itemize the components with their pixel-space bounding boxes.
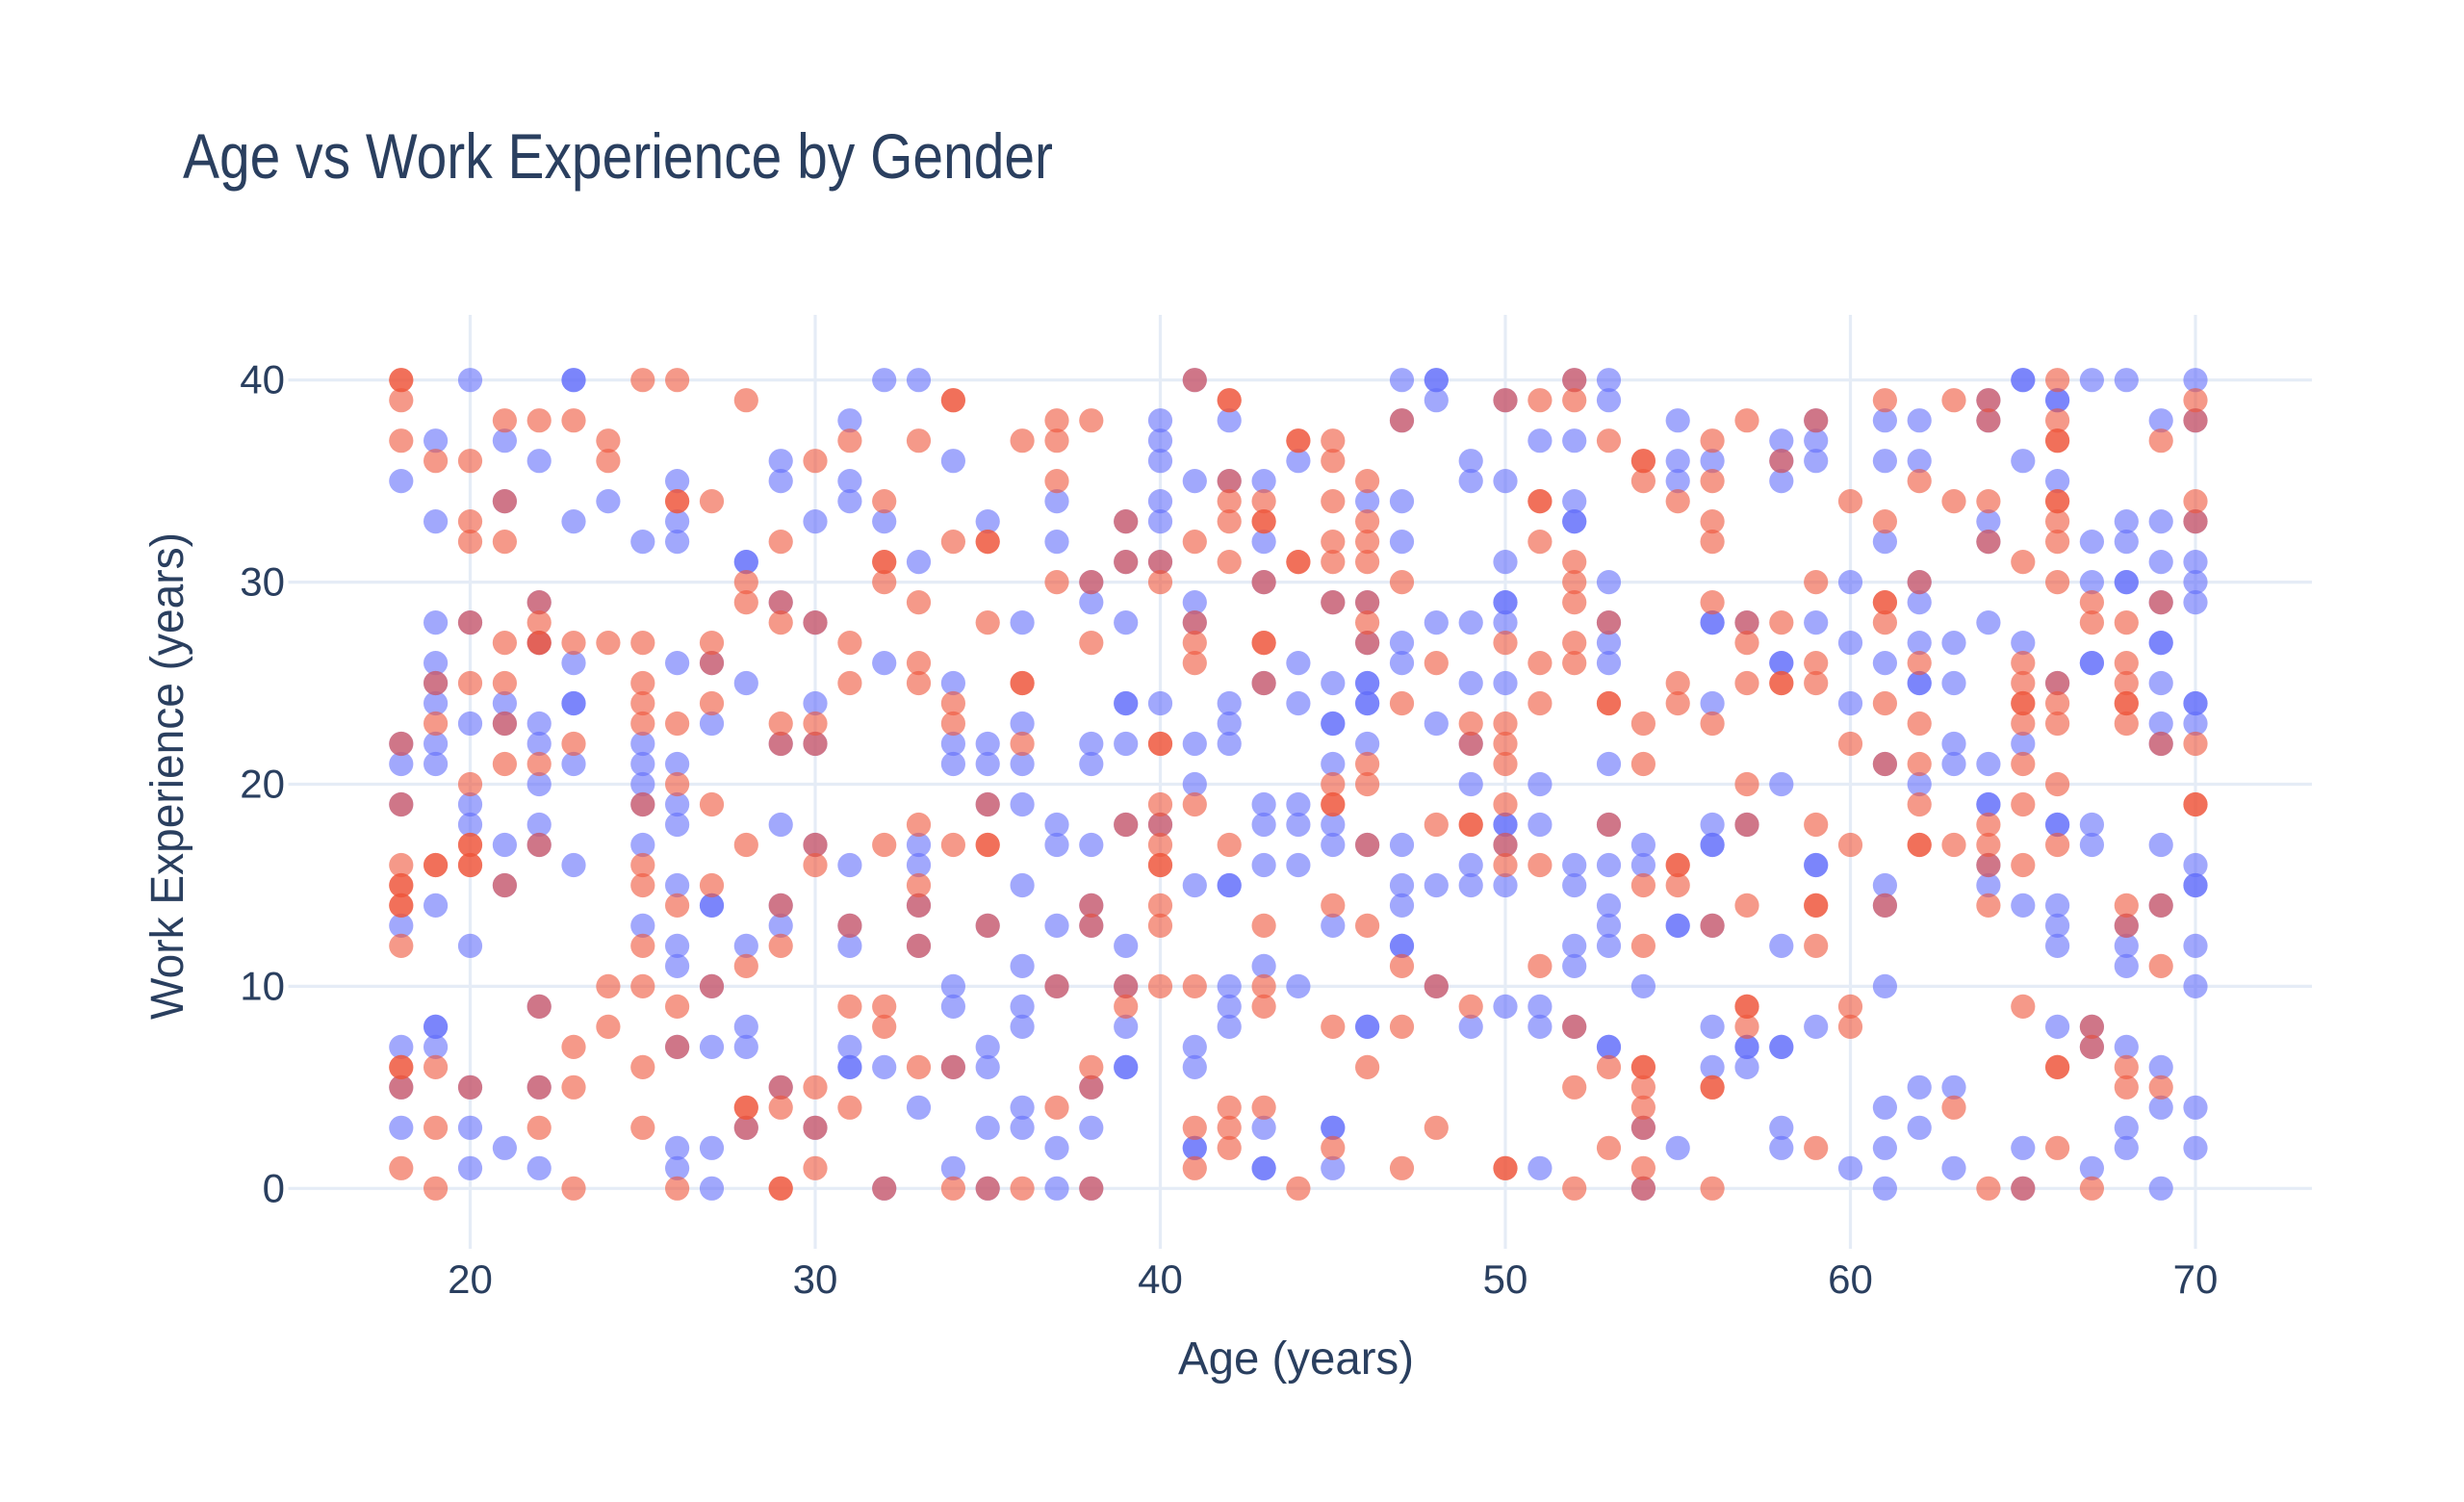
svg-text:30: 30	[240, 559, 285, 605]
svg-text:40: 40	[1138, 1256, 1183, 1302]
svg-text:0: 0	[263, 1165, 285, 1210]
svg-text:30: 30	[793, 1256, 838, 1302]
svg-text:70: 70	[2173, 1256, 2219, 1302]
svg-text:60: 60	[1828, 1256, 1873, 1302]
svg-text:Age (years): Age (years)	[1178, 1334, 1414, 1385]
svg-text:50: 50	[1483, 1256, 1528, 1302]
svg-text:Work Experience (years): Work Experience (years)	[142, 532, 193, 1020]
svg-text:20: 20	[240, 762, 285, 807]
svg-text:10: 10	[240, 963, 285, 1008]
svg-text:20: 20	[448, 1256, 493, 1302]
svg-text:40: 40	[240, 357, 285, 402]
svg-text:Age vs Work Experience by Gend: Age vs Work Experience by Gender	[183, 120, 1053, 192]
